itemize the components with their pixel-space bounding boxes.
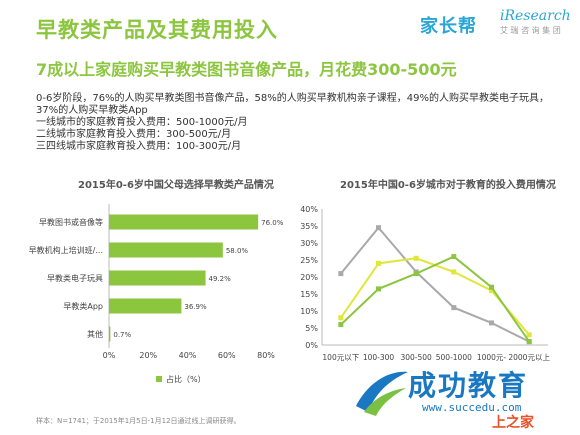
series-point bbox=[413, 271, 419, 277]
bar-value-label: 36.9% bbox=[184, 303, 207, 311]
line-y-tick-label: 35% bbox=[300, 222, 318, 231]
bar-value-label: 76.0% bbox=[261, 219, 284, 227]
watermark-text: 成功教育 bbox=[408, 369, 529, 402]
line-y-tick-label: 10% bbox=[300, 307, 318, 316]
bar bbox=[109, 214, 259, 230]
watermark: 成功教育 www.succedu.com bbox=[350, 360, 580, 435]
series-line bbox=[340, 255, 530, 343]
bar-category-label: 早教类电子玩具 bbox=[47, 273, 103, 283]
line-x-tick-label: 1000元- bbox=[477, 353, 507, 362]
description-line: 0-6岁阶段，76%的人购买早教类图书音像产品，58%的人购买早教机构亲子课程，… bbox=[36, 93, 550, 116]
bar-value-label: 49.2% bbox=[209, 275, 232, 283]
series-point bbox=[338, 322, 344, 328]
series-point bbox=[413, 255, 419, 261]
line-y-tick-label: 5% bbox=[305, 324, 318, 333]
line-chart-title: 2015年中国0-6岁城市对于教育的投入费用情况 bbox=[340, 180, 556, 191]
series-point bbox=[526, 332, 532, 338]
description-line: 二线城市家庭教育投入费用：300-500元/月 bbox=[36, 129, 232, 140]
watermark-corner-text: 上之家 bbox=[492, 415, 534, 431]
line-y-tick-label: 25% bbox=[300, 256, 318, 265]
bar bbox=[109, 326, 111, 342]
bar-x-tick-label: 80% bbox=[257, 351, 275, 360]
bar-legend-swatch bbox=[156, 376, 162, 382]
series-line bbox=[340, 226, 530, 343]
description-block: 0-6岁阶段，76%的人购买早教类图书音像产品，58%的人购买早教机构亲子课程，… bbox=[36, 93, 556, 153]
series-point bbox=[451, 269, 457, 275]
source-note: 样本：N=1741；于2015年1月5日-1月12日通过线上调研获得。 bbox=[36, 417, 241, 425]
line-x-tick-label: 100元以下 bbox=[322, 353, 359, 362]
bar-x-tick-label: 40% bbox=[179, 351, 197, 360]
bar-category-label: 其他 bbox=[87, 329, 103, 339]
description-line: 一线城市的家庭教育投入费用：500-1000元/月 bbox=[36, 117, 248, 128]
series-point bbox=[338, 271, 344, 277]
series-point bbox=[489, 320, 494, 326]
line-y-tick-label: 15% bbox=[300, 290, 318, 299]
description-line: 三四线城市家庭教育投入费用：100-300元/月 bbox=[36, 141, 242, 152]
line-x-tick-label: 2000元以上 bbox=[508, 353, 550, 362]
bar-x-tick-label: 60% bbox=[218, 351, 236, 360]
bar-x-tick-label: 20% bbox=[139, 351, 157, 360]
bar-legend-label: 占比（%） bbox=[166, 374, 206, 384]
series-point bbox=[489, 288, 494, 294]
iresearch-logo-text: iResearch bbox=[500, 8, 571, 24]
jiazhangbang-logo: 家长帮 bbox=[420, 16, 477, 37]
series-point bbox=[376, 225, 381, 231]
line-x-tick-label: 300-500 bbox=[400, 353, 432, 362]
page-subtitle: 7成以上家庭购买早教类图书音像产品，月花费300-500元 bbox=[36, 60, 457, 79]
bar-value-label: 58.0% bbox=[226, 247, 249, 255]
bar bbox=[109, 242, 223, 258]
bar-value-label: 0.7% bbox=[113, 331, 131, 339]
watermark-url: www.succedu.com bbox=[422, 401, 522, 414]
line-y-tick-label: 40% bbox=[300, 205, 318, 214]
series-point bbox=[376, 286, 381, 292]
iresearch-logo: iResearch 艾 瑞 咨 询 集 团 bbox=[500, 8, 571, 36]
series-point bbox=[489, 284, 494, 290]
line-y-tick-label: 30% bbox=[300, 239, 318, 248]
bar bbox=[109, 270, 206, 286]
series-point bbox=[451, 254, 457, 260]
series-point bbox=[338, 315, 344, 321]
bar-category-label: 早教机构上培训班/... bbox=[29, 245, 103, 255]
bar-x-tick-label: 0% bbox=[103, 351, 116, 360]
line-x-tick-label: 500-1000 bbox=[436, 353, 472, 362]
iresearch-logo-subtext: 艾 瑞 咨 询 集 团 bbox=[500, 26, 561, 35]
watermark-swoosh-icon bbox=[356, 371, 408, 416]
series-point bbox=[376, 260, 381, 266]
bar-chart-title: 2015年0-6岁中国父母选择早教类产品情况 bbox=[78, 180, 274, 191]
series-point bbox=[526, 339, 532, 345]
line-y-tick-label: 20% bbox=[300, 273, 318, 282]
bar-category-label: 早教图书或音像等 bbox=[39, 217, 103, 227]
line-y-tick-label: 0% bbox=[305, 341, 318, 350]
series-point bbox=[451, 305, 457, 311]
line-x-tick-label: 100-300 bbox=[363, 353, 395, 362]
page-title: 早教类产品及其费用投入 bbox=[36, 18, 278, 42]
bar bbox=[109, 298, 182, 314]
bar-category-label: 早教类App bbox=[63, 301, 103, 311]
